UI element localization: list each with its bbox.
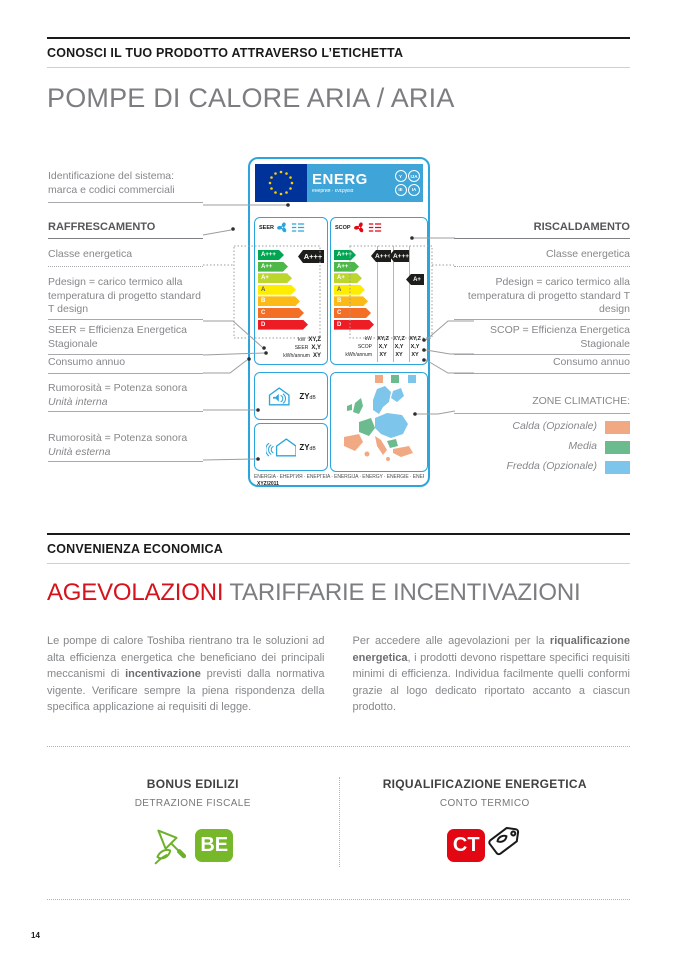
energy-label-diagram: Identificazione del sistema: marca e cod… (0, 152, 677, 497)
heating-fan-icon (353, 222, 363, 233)
scop-title: SCOP (335, 224, 351, 231)
eu-flag-icon (255, 164, 307, 202)
class-arrow: A+ (258, 273, 292, 283)
class-arrow: A+++ (334, 250, 356, 260)
class-arrow: C (258, 308, 304, 318)
riqualificazione-title: RIQUALIFICAZIONE ENERGETICA (382, 776, 587, 791)
bonus-edilizi-block: BONUS EDILIZI DETRAZIONE FISCALE BE (47, 777, 339, 867)
class-arrow: C (334, 308, 371, 318)
economy-paragraph-right: Per accedere alle agevolazioni per la ri… (352, 635, 631, 713)
scop-values: kW XY,Z XY,Z XY,Z SCOP X,Y X,Y X,Y kWh/a… (345, 336, 421, 358)
economy-kicker: CONVENIENZA ECONOMICA (47, 535, 630, 564)
europe-map (344, 386, 413, 461)
energ-word: ENERG (312, 171, 368, 188)
outdoor-noise-icon (266, 438, 297, 457)
class-arrow: B (334, 296, 368, 306)
riqualificazione-block: RIQUALIFICAZIONE ENERGETICA CONTO TERMIC… (338, 776, 631, 867)
warm-zone-swatch (605, 420, 630, 434)
economy-text-columns: Le pompe di calore Toshiba rientrano tra… (47, 633, 630, 716)
trowel-leaf-icon (154, 829, 187, 864)
class-arrow: B (258, 296, 300, 306)
eco-tag-icon (488, 826, 520, 855)
bonus-edilizi-title: BONUS EDILIZI (146, 776, 239, 791)
incentives-panel: BONUS EDILIZI DETRAZIONE FISCALE BE RIQU… (47, 745, 631, 900)
annotation-identification: Identificazione del sistema: marca e cod… (48, 170, 203, 204)
class-arrow: A++ (334, 262, 359, 272)
economy-title-highlight: AGEVOLAZIONI (47, 579, 224, 606)
annotation-annual-left: Consumo annuo (48, 356, 203, 374)
annotation-heating-header: RISCALDAMENTO (454, 220, 630, 240)
airflow-icon-heating (368, 223, 381, 232)
economy-paragraph-left: Le pompe di calore Toshiba rientrano tra… (47, 635, 325, 713)
annotation-annual-right: Consumo annuo (454, 356, 630, 374)
scop-rating-arrow-average: A+++ (389, 250, 409, 262)
annotation-energy-class-right: Classe energetica (454, 248, 630, 267)
energy-label-header: ENERG енергия · ενεργεια Y IJA IE IA (255, 164, 423, 202)
annotation-zones-title: ZONE CLIMATICHE: (454, 395, 630, 414)
seer-values: kW XY,Z SEER X,Y kWh/annum XY (283, 337, 321, 359)
annotation-cooling-header: RAFFRESCAMENTO (48, 220, 203, 240)
seer-section: SEER A+++ A++ A+ A B (254, 217, 328, 365)
scop-section: SCOP A+++ A++ A+ A B (330, 217, 428, 365)
legend-row-warm: Calda (Opzionale) (454, 420, 630, 434)
section-header-label: CONOSCI IL TUO PRODOTTO ATTRAVERSO L’ETI… (47, 37, 630, 68)
class-arrow: A+ (334, 273, 362, 283)
class-arrow: A++ (258, 262, 288, 272)
energ-subtext: енергия · ενεργεια (312, 188, 354, 194)
cold-zone-square (408, 375, 416, 383)
seer-title: SEER (259, 224, 274, 231)
outdoor-noise-box: ZYdB (254, 423, 328, 471)
section-kicker: CONOSCI IL TUO PRODOTTO ATTRAVERSO L’ETI… (47, 39, 630, 68)
annotation-seer: SEER = Efficienza Energetica Stagionale (48, 324, 203, 356)
climate-map-box (330, 372, 428, 472)
energy-class-scale-cooling: A+++ A++ A+ A B C D (258, 250, 308, 331)
label-languages-line: ENERGIA · ЕНЕРГИЯ · ΕΝΕΡΓΕΙΑ · ENERGIJA … (254, 474, 424, 480)
annotation-noise-indoor: Rumorosità = Potenza sonora Unità intern… (48, 382, 203, 413)
energ-language-badges: Y IJA IE IA (394, 170, 420, 196)
page-title: POMPE DI CALORE ARIA / ARIA (47, 83, 455, 113)
class-arrow: D (258, 320, 308, 330)
cooling-fan-icon (277, 222, 287, 233)
energ-logo: ENERG енергия · ενεργεια Y IJA IE IA (307, 164, 423, 202)
annotation-pdesign-right: Pdesign = carico termico alla temperatur… (454, 276, 630, 320)
warm-zone-square (375, 375, 383, 383)
economy-title-rest: TARIFFARIE E INCENTIVAZIONI (223, 579, 581, 606)
annotation-pdesign-left: Pdesign = carico termico alla temperatur… (48, 276, 203, 320)
section-header-economy: CONVENIENZA ECONOMICA (47, 533, 630, 564)
legend-row-average: Media (454, 440, 630, 454)
indoor-noise-icon (269, 387, 290, 406)
label-regulation: XYZ/2011 (257, 481, 279, 487)
annotation-scop: SCOP = Efficienza Energetica Stagionale (454, 324, 630, 356)
class-arrow: D (334, 320, 374, 330)
climate-zones-legend: Calda (Opzionale) Media Fredda (Opzional… (454, 420, 630, 480)
class-arrow: A (258, 285, 296, 295)
average-zone-swatch (605, 440, 630, 454)
seer-rating-arrow: A+++ (298, 250, 324, 263)
cold-zone-swatch (605, 460, 630, 474)
riqualificazione-subtitle: CONTO TERMICO (439, 797, 530, 809)
airflow-icon-cooling (291, 223, 305, 232)
energy-label: ENERG енергия · ενεργεια Y IJA IE IA SEE… (248, 157, 430, 487)
page-number: 14 (31, 931, 40, 940)
class-arrow: A+++ (258, 250, 284, 260)
ct-badge: CT (447, 829, 486, 862)
be-badge: BE (195, 829, 234, 862)
bonus-edilizi-subtitle: DETRAZIONE FISCALE (134, 797, 251, 809)
scop-rating-arrow-warm: A+++ (371, 250, 391, 262)
average-zone-square (391, 375, 399, 383)
indoor-noise-box: ZYdB (254, 372, 328, 420)
annotation-energy-class-left: Classe energetica (48, 248, 203, 267)
annotation-noise-outdoor: Rumorosità = Potenza sonora Unità estern… (48, 432, 203, 463)
class-arrow: A (334, 285, 365, 295)
economy-title: AGEVOLAZIONI TARIFFARIE E INCENTIVAZIONI (47, 579, 630, 607)
energy-class-scale-heating: A+++ A++ A+ A B C D (334, 250, 374, 331)
legend-row-cold: Fredda (Opzionale) (454, 460, 630, 474)
